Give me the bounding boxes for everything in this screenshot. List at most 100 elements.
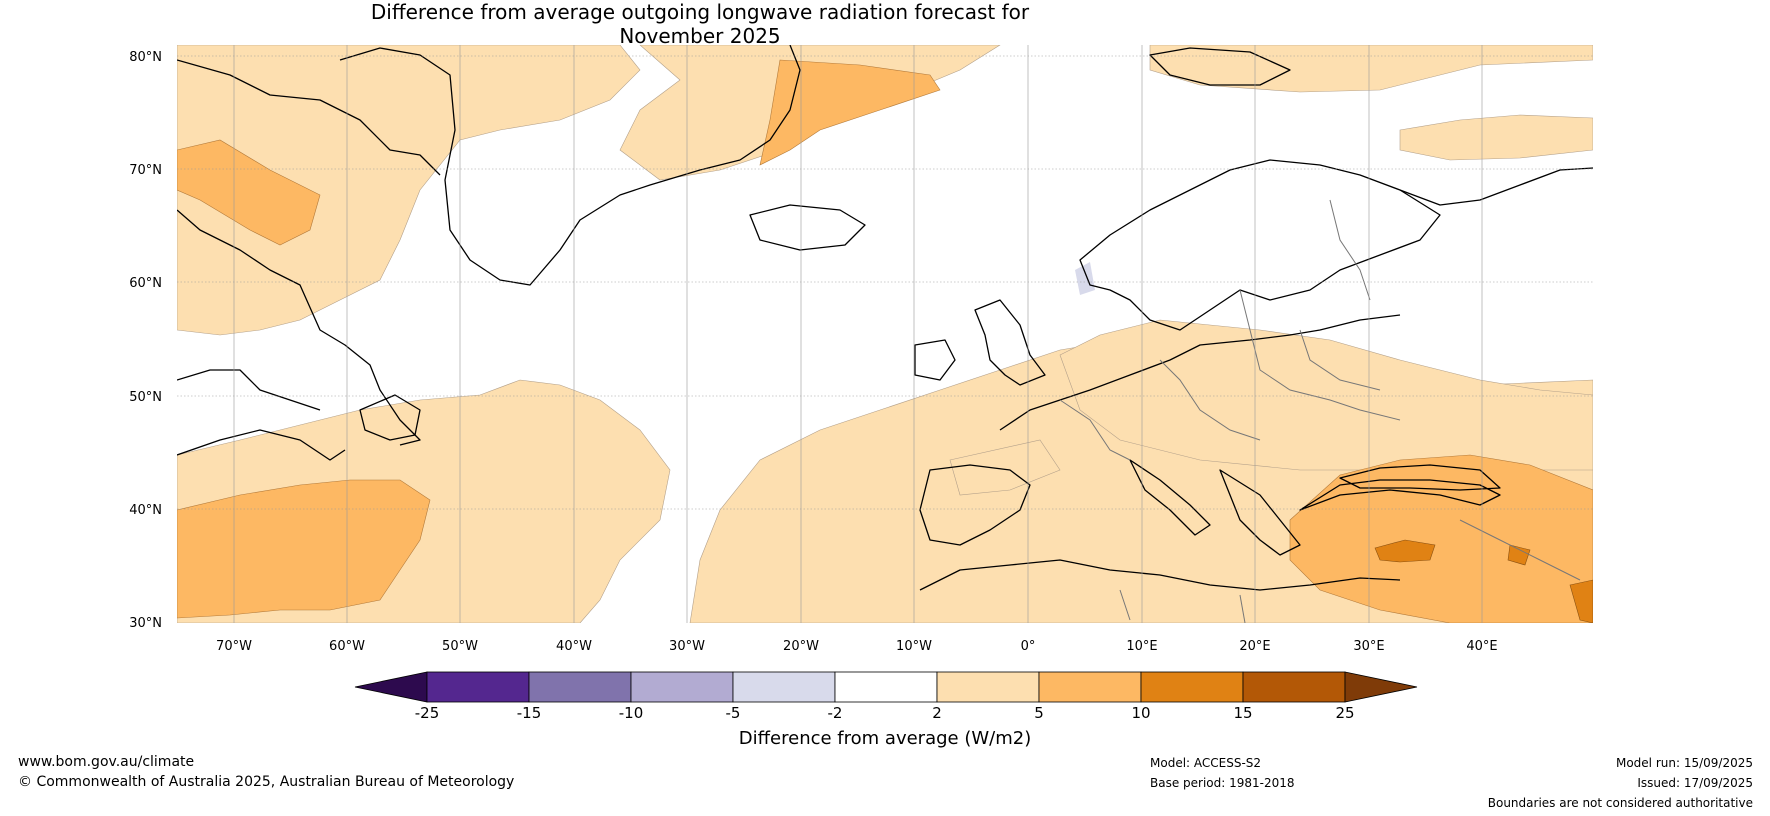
lon-label-0: 0° — [1021, 639, 1036, 654]
colorbar-bin — [1242, 671, 1346, 703]
anomaly-region-iran — [1507, 544, 1531, 566]
lon-label-20w: 20°W — [783, 639, 819, 654]
border-4 — [1299, 329, 1381, 391]
lat-label-50: 50°N — [129, 390, 162, 405]
colorbar — [354, 671, 1418, 703]
colorbar-tick-label: 25 — [1335, 704, 1354, 722]
anomaly-region-gulf — [1569, 579, 1593, 623]
black-sea-coastline — [1339, 464, 1501, 491]
anomaly-region-south-iberia — [949, 439, 1061, 496]
colorbar-tick-label: -10 — [619, 704, 644, 722]
colorbar-tick-label: 10 — [1131, 704, 1150, 722]
colorbar-extend-low — [354, 671, 428, 703]
lon-label-60w: 60°W — [329, 639, 365, 654]
map-area — [177, 45, 1593, 623]
anomaly-region-west-atlantic — [177, 45, 641, 336]
anomaly-region-baffin — [177, 139, 321, 246]
chart-title: Difference from average outgoing longwav… — [0, 0, 1400, 48]
border-8 — [1459, 519, 1581, 581]
svalbard-coastline — [1149, 47, 1291, 86]
latitude-labels: 80°N 70°N 60°N 50°N 40°N 30°N — [129, 50, 162, 631]
colorbar-bin — [1038, 671, 1142, 703]
colorbar-bin — [936, 671, 1040, 703]
anomaly-region-north-russia — [1399, 114, 1593, 161]
russia-coastline — [1399, 167, 1593, 206]
anomaly-region-turkey — [1289, 454, 1593, 623]
copyright-text: © Commonwealth of Australia 2025, Austra… — [18, 774, 515, 790]
hudson-coastline — [177, 369, 321, 411]
lat-label-40: 40°N — [129, 503, 162, 518]
colorbar-tick-labels: -25 -15 -10 -5 -2 2 5 10 15 25 — [415, 704, 1355, 722]
nova-scotia-coastline — [177, 429, 346, 461]
lon-label-40e: 40°E — [1466, 639, 1497, 654]
model-run-text: Model run: 15/09/2025 — [1615, 756, 1753, 770]
longitude-labels: 70°W 60°W 50°W 40°W 30°W 20°W 10°W 0° 10… — [216, 639, 1498, 654]
issued-text: Issued: 17/09/2025 — [1637, 776, 1753, 790]
lat-label-70: 70°N — [129, 163, 162, 178]
colorbar-tick-label: 15 — [1233, 704, 1252, 722]
country-borders — [1059, 199, 1581, 623]
border-1 — [1239, 289, 1401, 421]
italy-coastline — [1129, 459, 1211, 536]
labrador-coastline — [177, 209, 421, 446]
colorbar-bin — [834, 671, 938, 703]
ireland-coastline — [914, 339, 956, 381]
colorbar-bin — [528, 671, 632, 703]
colorbar-label: Difference from average (W/m2) — [738, 728, 1032, 749]
base-period-text: Base period: 1981-2018 — [1150, 776, 1295, 790]
border-5 — [1329, 199, 1371, 301]
british-isles-coastline — [974, 299, 1046, 386]
colorbar-bin — [732, 671, 836, 703]
baffin-coastline — [177, 59, 441, 176]
model-text: Model: ACCESS-S2 — [1150, 756, 1262, 770]
lon-label-10e: 10°E — [1126, 639, 1157, 654]
colorbar-extend-high — [1344, 671, 1418, 703]
iceland-coastline — [749, 204, 866, 251]
newfoundland-coastline — [359, 394, 421, 441]
graticule — [177, 45, 1593, 623]
anatolia-coastline — [1299, 479, 1501, 511]
colorbar-tick-label: -25 — [415, 704, 440, 722]
anomaly-5-to-10-region — [177, 59, 1593, 623]
lon-label-70w: 70°W — [216, 639, 252, 654]
lat-label-30: 30°N — [129, 616, 162, 631]
colorbar-tick-label: 2 — [932, 704, 942, 722]
website-text: www.bom.gov.au/climate — [18, 754, 195, 770]
iberia-coastline — [919, 464, 1031, 546]
north-africa-coastline — [919, 559, 1401, 591]
border-7 — [1239, 594, 1246, 623]
border-3 — [1059, 399, 1131, 461]
anomaly-region-levant — [1374, 539, 1436, 563]
lon-label-20e: 20°E — [1239, 639, 1270, 654]
anomaly-region-norway-coast — [1075, 262, 1095, 295]
lon-label-30w: 30°W — [669, 639, 705, 654]
anomaly-10-to-15-region — [1374, 539, 1593, 623]
border-6 — [1119, 589, 1131, 621]
colorbar-tick-label: -5 — [726, 704, 741, 722]
lon-label-50w: 50°W — [442, 639, 478, 654]
lat-label-60: 60°N — [129, 276, 162, 291]
title-line-2: November 2025 — [619, 24, 781, 48]
colorbar-bin — [426, 671, 530, 703]
colorbar-tick-label: 5 — [1034, 704, 1044, 722]
greenland-coastline — [339, 45, 801, 286]
anomaly-region-east-greenland — [759, 59, 941, 166]
colorbar-tick-label: -2 — [828, 704, 843, 722]
europe-coastline — [999, 314, 1401, 431]
lon-label-40w: 40°W — [556, 639, 592, 654]
title-line-1: Difference from average outgoing longwav… — [370, 0, 1030, 24]
lon-label-10w: 10°W — [896, 639, 932, 654]
boundaries-text: Boundaries are not considered authoritat… — [1487, 796, 1753, 810]
lon-label-30e: 30°E — [1353, 639, 1384, 654]
colorbar-tick-label: -15 — [517, 704, 542, 722]
balkans-coastline — [1219, 469, 1301, 556]
colorbar-bin — [1140, 671, 1244, 703]
border-2 — [1159, 359, 1261, 441]
colorbar-bin — [630, 671, 734, 703]
scandinavia-coastline — [1079, 159, 1441, 331]
anomaly-region-sw-atlantic — [177, 479, 431, 619]
coastlines — [177, 45, 1593, 591]
lat-label-80: 80°N — [129, 50, 162, 65]
anomaly-region-europe — [1059, 319, 1593, 471]
